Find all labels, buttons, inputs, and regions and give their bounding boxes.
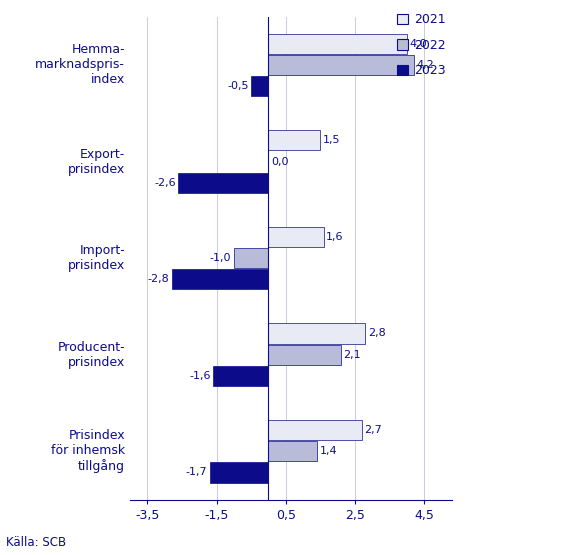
- Text: -1,6: -1,6: [189, 371, 211, 381]
- Bar: [234, 248, 268, 268]
- Text: 0,0: 0,0: [271, 157, 288, 166]
- Text: -2,6: -2,6: [154, 178, 176, 188]
- Bar: [172, 269, 268, 290]
- Bar: [268, 323, 366, 344]
- Text: -1,7: -1,7: [185, 467, 207, 477]
- Bar: [213, 366, 268, 386]
- Text: -0,5: -0,5: [227, 81, 249, 91]
- Bar: [268, 33, 407, 54]
- Bar: [268, 441, 317, 461]
- Text: -1,0: -1,0: [210, 253, 232, 263]
- Text: -2,8: -2,8: [147, 274, 169, 284]
- Text: 1,5: 1,5: [323, 135, 340, 145]
- Text: 4,2: 4,2: [416, 60, 434, 70]
- Bar: [268, 420, 362, 440]
- Bar: [268, 345, 341, 365]
- Bar: [251, 76, 268, 97]
- Legend: 2021, 2022, 2023: 2021, 2022, 2023: [397, 13, 446, 77]
- Text: 2,1: 2,1: [344, 350, 361, 360]
- Text: 1,4: 1,4: [319, 446, 337, 456]
- Text: 2,7: 2,7: [364, 425, 382, 435]
- Bar: [179, 173, 268, 193]
- Bar: [268, 55, 414, 75]
- Text: 2,8: 2,8: [368, 329, 385, 339]
- Text: 1,6: 1,6: [327, 232, 344, 242]
- Bar: [210, 462, 268, 483]
- Bar: [268, 130, 320, 150]
- Bar: [268, 226, 324, 247]
- Text: Källa: SCB: Källa: SCB: [6, 537, 66, 549]
- Text: 4,0: 4,0: [410, 39, 427, 49]
